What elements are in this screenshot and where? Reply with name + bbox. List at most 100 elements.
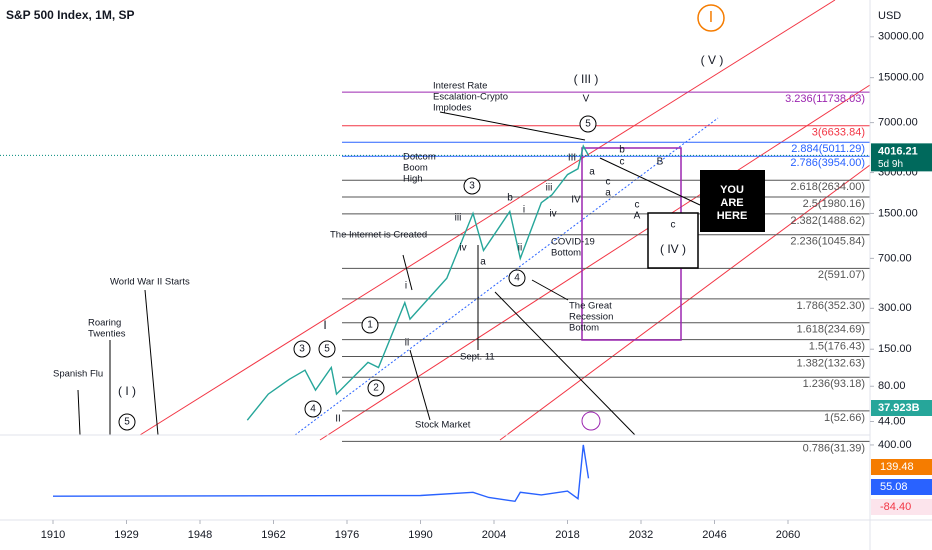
annotation: ARE xyxy=(720,197,743,209)
y-tick-label: 44.00 xyxy=(878,415,906,427)
fib-label: 1.5(176.43) xyxy=(809,341,865,353)
annotation: Roaring xyxy=(88,318,121,329)
wave-circle xyxy=(318,340,336,358)
price-line xyxy=(52,444,590,503)
you-are-here-box xyxy=(700,170,765,232)
fib-label: 2.5(1980.16) xyxy=(803,198,865,210)
x-tick-label: 1990 xyxy=(408,529,432,541)
wave-label: c xyxy=(606,177,611,188)
arrow xyxy=(77,389,81,436)
fib-label: 2.618(2634.00) xyxy=(790,181,865,193)
fib-label: 1.382(132.63) xyxy=(797,357,866,369)
arrow xyxy=(409,349,431,421)
wave-label: 5 xyxy=(124,417,130,428)
annotation: High xyxy=(403,174,423,185)
wave-label: ( III ) xyxy=(574,72,599,86)
wave-label: a xyxy=(480,257,486,268)
channel-line xyxy=(139,0,836,436)
volume-badge xyxy=(871,400,932,416)
annotation: Boom xyxy=(403,163,428,174)
x-tick-label: 2046 xyxy=(702,529,726,541)
indicator-badge-label: -84.40 xyxy=(880,501,911,513)
fib-label: 3(6633.84) xyxy=(812,127,865,139)
arrow xyxy=(439,111,586,141)
wave-label: B xyxy=(657,157,664,168)
wave-label: 4 xyxy=(514,273,520,284)
wave-label: ( V ) xyxy=(701,53,724,67)
fib-label: 0.786(31.39) xyxy=(803,442,865,454)
wave-circle xyxy=(367,379,385,397)
cycle-circle xyxy=(697,4,725,32)
annotation: YOU xyxy=(720,184,744,196)
annotation: Sept. 11 xyxy=(460,352,495,363)
annotation: World War II Starts xyxy=(110,277,190,288)
fib-label: 2(591.07) xyxy=(818,269,865,281)
wave-label: 1 xyxy=(367,320,373,331)
y-tick-label: 7000.00 xyxy=(878,117,918,129)
wave-circle xyxy=(118,413,136,431)
x-tick-label: 2032 xyxy=(629,529,653,541)
wave-label: V xyxy=(583,94,590,105)
price-line xyxy=(246,144,590,421)
trend-line xyxy=(294,117,719,436)
y-tick-label: 15000.00 xyxy=(878,72,924,84)
indicator-badge-label: 55.08 xyxy=(880,481,908,493)
annotation: COVID-19 xyxy=(551,237,595,248)
annotation: Bottom xyxy=(569,323,599,334)
wave-label: 2 xyxy=(373,383,379,394)
wave-label: 5 xyxy=(324,344,330,355)
fib-label: 1.786(352.30) xyxy=(797,300,866,312)
wave-label: i xyxy=(523,205,525,216)
arrow xyxy=(402,254,413,291)
x-tick-label: 2004 xyxy=(482,529,506,541)
wave-label: ii xyxy=(518,243,522,254)
fib-label: 2.236(1045.84) xyxy=(790,236,865,248)
wave-label: c xyxy=(671,220,676,231)
channel-line xyxy=(499,164,871,441)
wave-label: ( IV ) xyxy=(660,242,686,256)
indicator-badge-label: 139.48 xyxy=(880,461,914,473)
wave-label: a xyxy=(589,167,595,178)
annotation: Recession xyxy=(569,312,613,323)
event-icon xyxy=(581,411,601,431)
wave-label: ( I ) xyxy=(118,384,136,398)
annotation: HERE xyxy=(717,210,748,222)
wave-label: IV xyxy=(571,195,581,206)
wave-label: 3 xyxy=(299,344,305,355)
fib-label: 2.786(3954.00) xyxy=(790,157,865,169)
volume-label: 37.923B xyxy=(878,402,920,414)
wave-label: ii xyxy=(405,338,409,349)
annotation: Twenties xyxy=(88,329,126,340)
x-tick-label: 1948 xyxy=(188,529,212,541)
wave-label: 3 xyxy=(469,181,475,192)
wave-label: iv xyxy=(549,209,556,220)
wave-label: iv xyxy=(459,243,466,254)
wave-label: A xyxy=(634,211,641,222)
wave-label: a xyxy=(605,188,611,199)
wave-label: b xyxy=(507,193,513,204)
wave-label: I xyxy=(323,318,326,332)
x-tick-label: 2018 xyxy=(555,529,579,541)
x-tick-label: 1910 xyxy=(41,529,65,541)
annotation: Implodes xyxy=(433,103,472,114)
countdown: 5d 9h xyxy=(878,159,903,170)
annotation: Dotcom xyxy=(403,152,436,163)
wave-label: II xyxy=(335,414,341,425)
wave-label: III xyxy=(568,153,576,164)
last-price-label: 4016.21 xyxy=(878,145,918,157)
fib-label: 1(52.66) xyxy=(824,412,865,424)
wave-circle xyxy=(304,400,322,418)
chart-title: S&P 500 Index, 1M, SP xyxy=(6,8,135,22)
fib-label: 1.236(93.18) xyxy=(803,378,865,390)
last-price-badge xyxy=(871,143,932,172)
y-tick-label: 30000.00 xyxy=(878,31,924,43)
annotation: Stock Market xyxy=(415,420,471,431)
wave-circle xyxy=(463,177,481,195)
annotation: Spanish Flu xyxy=(53,369,103,380)
y-tick-label: 150.00 xyxy=(878,343,912,355)
wave-label: b xyxy=(619,145,625,156)
annotation: The Great xyxy=(569,301,612,312)
annotation: Escalation-Crypto xyxy=(433,92,508,103)
x-tick-label: 1962 xyxy=(261,529,285,541)
